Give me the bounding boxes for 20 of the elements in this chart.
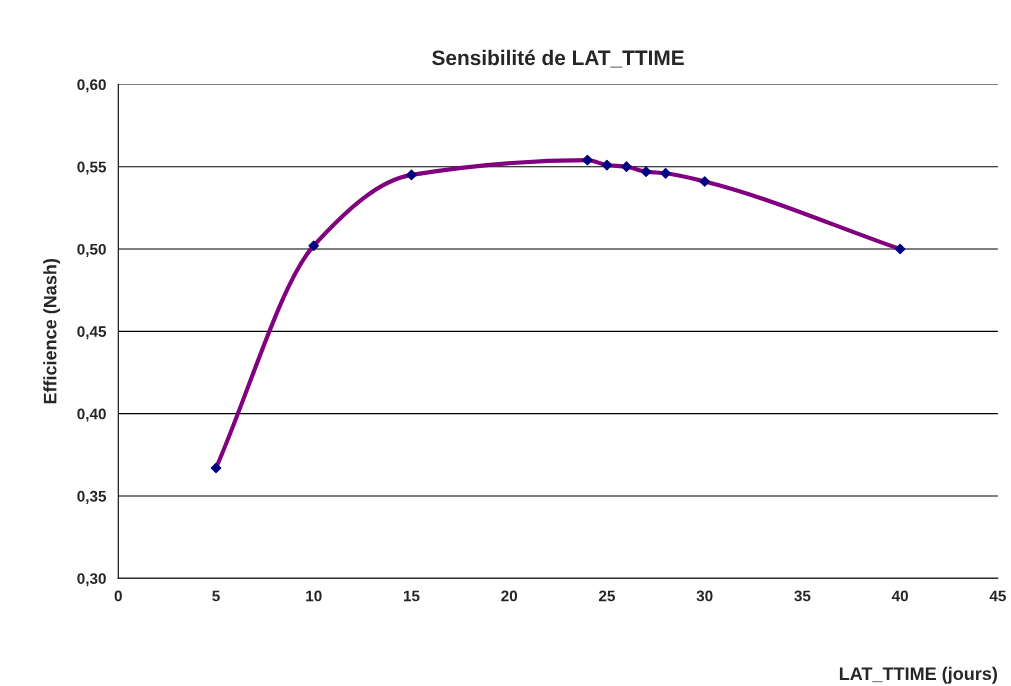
x-tick-label: 20 — [501, 590, 518, 602]
y-tick-label: 0,40 — [77, 408, 106, 422]
x-tick-label: 30 — [696, 590, 713, 602]
x-tick-label: 25 — [598, 590, 616, 602]
x-axis-title: LAT_TTIME (jours) — [839, 666, 997, 684]
y-tick-label: 0,45 — [77, 326, 107, 340]
x-tick-label: 40 — [891, 590, 908, 602]
y-tick-label: 0,55 — [77, 161, 107, 175]
x-tick-label: 0 — [114, 590, 122, 602]
x-tick-label: 15 — [403, 590, 420, 602]
y-tick-label: 0,50 — [77, 243, 106, 257]
y-axis-title: Efficience (Nash) — [43, 258, 61, 404]
x-tick-label: 5 — [212, 590, 220, 602]
chart-title: Sensibilité de LAT_TTIME — [432, 49, 684, 68]
y-tick-label: 0,60 — [77, 79, 106, 93]
x-tick-label: 45 — [989, 590, 1006, 602]
x-tick-label: 35 — [794, 590, 811, 602]
y-tick-label: 0,30 — [77, 573, 106, 587]
x-tick-label: 10 — [306, 590, 322, 602]
y-tick-label: 0,35 — [77, 490, 107, 504]
